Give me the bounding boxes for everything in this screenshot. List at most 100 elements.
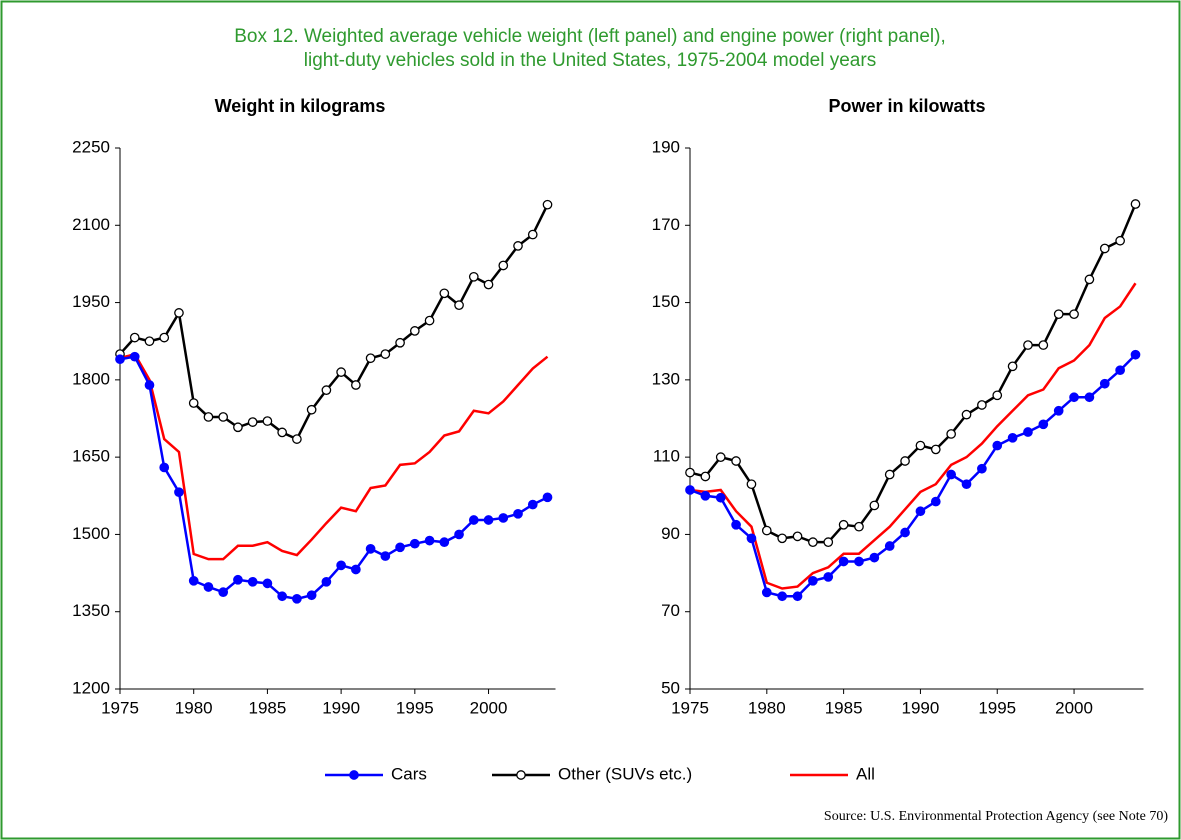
marker: [884, 469, 895, 480]
marker: [915, 506, 926, 517]
marker: [1053, 309, 1064, 320]
marker: [823, 537, 834, 548]
marker: [498, 513, 509, 523]
marker: [542, 492, 553, 503]
marker: [746, 479, 757, 490]
marker: [203, 412, 214, 422]
y-tick-label: 150: [652, 292, 680, 311]
marker: [144, 380, 155, 390]
panel-title: Weight in kilograms: [215, 96, 386, 116]
marker: [513, 508, 523, 519]
marker: [542, 199, 553, 210]
marker: [233, 574, 243, 585]
marker: [336, 367, 346, 377]
marker: [869, 552, 880, 563]
x-tick-label: 1995: [396, 698, 434, 717]
marker: [306, 404, 317, 415]
marker: [1115, 235, 1125, 246]
x-tick-label: 1985: [825, 698, 863, 717]
marker: [823, 572, 834, 582]
marker: [159, 462, 170, 473]
marker: [188, 398, 199, 408]
marker: [1007, 432, 1018, 443]
marker: [946, 429, 957, 439]
marker: [992, 440, 1003, 451]
marker: [409, 326, 420, 336]
marker: [409, 538, 420, 549]
y-tick-label: 1800: [72, 369, 110, 388]
marker: [777, 591, 788, 602]
marker: [1084, 392, 1095, 403]
marker: [715, 492, 726, 503]
marker: [777, 533, 788, 544]
marker: [946, 469, 957, 480]
series-line: [689, 282, 1137, 590]
marker: [527, 499, 538, 510]
marker: [700, 490, 711, 501]
title: light-duty vehicles sold in the United S…: [304, 50, 876, 71]
legend-label: Cars: [391, 764, 427, 783]
marker: [159, 332, 170, 343]
marker: [1007, 361, 1018, 372]
marker: [498, 260, 509, 271]
x-tick-label: 1990: [902, 698, 940, 717]
marker: [247, 576, 258, 587]
marker: [854, 556, 864, 567]
marker: [218, 412, 229, 422]
x-tick-label: 1980: [748, 698, 786, 717]
marker: [365, 544, 376, 554]
marker: [838, 556, 849, 567]
marker: [915, 440, 926, 451]
marker: [884, 541, 895, 551]
y-tick-label: 190: [652, 137, 680, 156]
marker: [233, 422, 243, 433]
marker: [792, 591, 803, 602]
marker: [961, 479, 972, 490]
marker: [1099, 378, 1110, 389]
marker: [365, 353, 376, 364]
marker: [439, 288, 450, 299]
marker: [685, 467, 695, 478]
marker: [380, 551, 391, 561]
marker: [1038, 340, 1049, 350]
y-tick-label: 2100: [72, 215, 110, 234]
panel-title: Power in kilowatts: [828, 96, 985, 116]
marker: [808, 537, 818, 548]
y-tick-label: 170: [652, 215, 680, 234]
marker: [1115, 365, 1125, 376]
legend-label: Other (SUVs etc.): [558, 764, 692, 783]
y-tick-label: 70: [661, 601, 680, 620]
marker: [203, 582, 214, 592]
marker: [977, 463, 987, 474]
marker: [468, 271, 479, 282]
marker: [1069, 309, 1079, 320]
x-tick-label: 1990: [322, 698, 360, 717]
title: Box 12. Weighted average vehicle weight …: [234, 26, 946, 47]
marker: [115, 354, 125, 365]
marker: [854, 521, 864, 532]
legend-marker: [349, 770, 359, 780]
marker: [761, 587, 772, 598]
source: Source: U.S. Environmental Protection Ag…: [824, 809, 1168, 824]
marker: [900, 456, 910, 466]
marker: [930, 444, 941, 455]
y-tick-label: 1950: [72, 292, 110, 311]
marker: [321, 385, 332, 396]
marker: [483, 515, 494, 525]
marker: [715, 452, 726, 462]
legend-marker: [516, 770, 526, 780]
marker: [454, 300, 464, 310]
marker: [129, 332, 140, 343]
marker: [351, 564, 361, 575]
marker: [792, 531, 803, 542]
marker: [1053, 405, 1064, 416]
marker: [513, 241, 523, 251]
x-tick-label: 1985: [248, 698, 286, 717]
y-tick-label: 1200: [72, 678, 110, 697]
marker: [808, 575, 818, 586]
series-line: [119, 352, 549, 561]
x-tick-label: 1975: [101, 698, 139, 717]
x-tick-label: 2000: [1055, 698, 1093, 717]
